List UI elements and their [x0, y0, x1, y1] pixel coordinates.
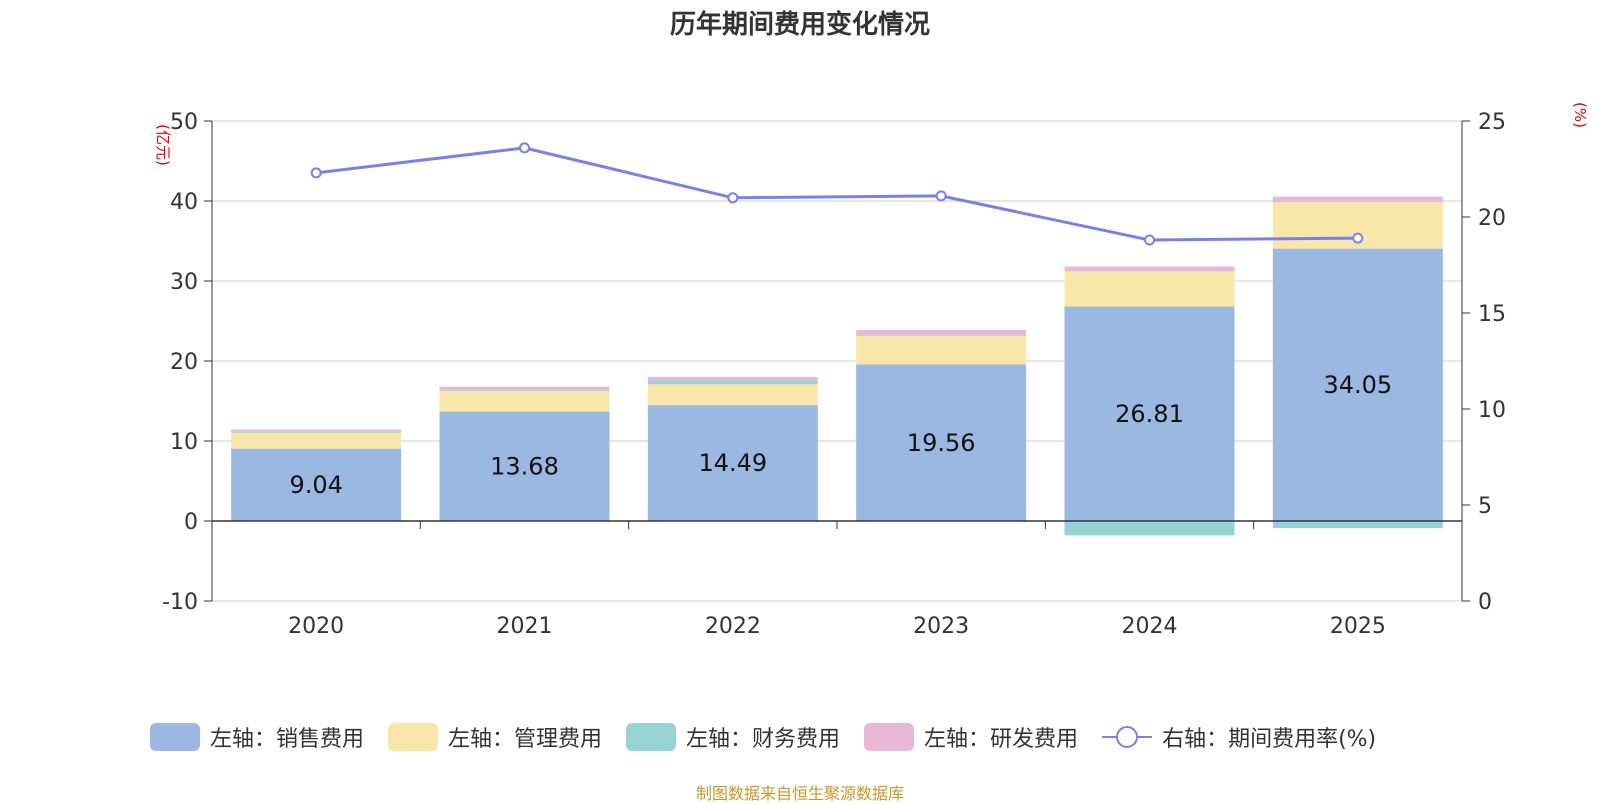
right-axis-tick-label: 5 — [1478, 494, 1492, 519]
grid-lines — [212, 120, 1462, 602]
category-label: 2025 — [1330, 614, 1386, 639]
bar-segment-1 — [231, 432, 402, 449]
right-axis-unit: (%) — [1571, 102, 1589, 128]
rate-line-series — [310, 142, 1364, 246]
bar-segment-0 — [439, 411, 610, 521]
bar-segment-0 — [231, 448, 402, 521]
legend-item-rate[interactable]: 右轴：期间费用率(%) — [1102, 721, 1376, 753]
bar-segment-3 — [439, 386, 610, 390]
bar-segment-1 — [439, 390, 610, 412]
legend-label-rate: 右轴：期间费用率(%) — [1162, 727, 1377, 752]
sales-data-label: 9.04 — [289, 471, 342, 499]
bar-segment-3 — [1064, 266, 1235, 272]
legend-label-finance: 左轴：财务费用 — [686, 727, 841, 752]
left-axis-tick-label: 50 — [170, 110, 198, 135]
bar-segment-1 — [856, 335, 1027, 365]
legend-swatch-finance — [626, 723, 677, 751]
bar-segment-3 — [856, 330, 1027, 335]
sales-data-label: 13.68 — [490, 452, 559, 480]
rate-point — [310, 167, 322, 179]
left-axis-tick-label: 0 — [184, 510, 198, 535]
sales-data-label: 34.05 — [1323, 371, 1392, 399]
bar-segment-0 — [1064, 306, 1235, 521]
bar-segment-1 — [647, 384, 818, 406]
rate-line — [315, 146, 1358, 242]
category-label: 2020 — [288, 614, 344, 639]
bar-segment-3 — [231, 429, 402, 432]
right-axis-tick-label: 20 — [1478, 206, 1506, 231]
bar-segment-1 — [1064, 271, 1235, 307]
left-axis-tick-label: 10 — [170, 430, 198, 455]
rate-point — [727, 192, 739, 204]
legend-item-sales[interactable]: 左轴：销售费用 — [150, 721, 364, 753]
bar-series — [231, 196, 1443, 536]
bar-segment-0 — [856, 364, 1027, 521]
legend-swatch-sales — [150, 723, 200, 751]
legend-label-admin: 左轴：管理费用 — [448, 727, 603, 752]
bar-segment-3 — [1272, 196, 1443, 203]
sales-data-label: 26.81 — [1115, 400, 1184, 428]
category-label: 2024 — [1122, 614, 1178, 639]
left-axis-unit: (亿元) — [154, 124, 172, 166]
data-source-note: 制图数据来自恒生聚源数据库 — [695, 784, 904, 803]
bar-segment-2 — [647, 380, 818, 385]
category-label: 2022 — [705, 614, 761, 639]
category-label: 2023 — [913, 614, 969, 639]
sales-data-label: 14.49 — [698, 449, 767, 477]
left-axis-tick-label: 20 — [170, 350, 198, 375]
rate-point — [1352, 232, 1364, 244]
bar-segment-0 — [647, 405, 818, 521]
legend-item-admin[interactable]: 左轴：管理费用 — [388, 721, 602, 753]
legend-line-marker-icon — [1102, 726, 1153, 748]
bar-segment-3 — [647, 377, 818, 381]
legend: 左轴：销售费用 左轴：管理费用 左轴：财务费用 左轴：研发费用 右轴：期间费用率… — [150, 720, 1400, 754]
left-axis-tick-label: 40 — [170, 190, 198, 215]
right-axis-tick-label: 25 — [1478, 110, 1506, 135]
bar-segment-2 — [1272, 521, 1443, 529]
bar-segment-0 — [1272, 248, 1443, 521]
bar-segment-2 — [856, 334, 1027, 336]
legend-label-sales: 左轴：销售费用 — [210, 727, 365, 752]
bar-segment-2 — [231, 431, 402, 433]
bar-segment-2 — [1064, 521, 1235, 536]
rate-point — [1144, 234, 1155, 246]
right-axis-tick-label: 15 — [1478, 302, 1506, 327]
bar-segment-2 — [439, 389, 610, 391]
legend-item-rnd[interactable]: 左轴：研发费用 — [864, 721, 1078, 753]
legend-swatch-admin — [388, 723, 439, 751]
left-axis-tick-label: -10 — [162, 590, 198, 615]
sales-data-label: 19.56 — [907, 429, 976, 457]
legend-item-finance[interactable]: 左轴：财务费用 — [626, 721, 840, 753]
legend-swatch-rnd — [864, 723, 915, 751]
left-axis-tick-label: 30 — [170, 270, 198, 295]
legend-label-rnd: 左轴：研发费用 — [924, 727, 1079, 752]
right-axis-tick-label: 0 — [1478, 590, 1492, 615]
data-labels: 9.04 13.68 14.49 19.56 26.81 34.05 — [289, 371, 1392, 499]
rate-point — [519, 142, 530, 154]
category-label: 2021 — [497, 614, 553, 639]
rate-point — [935, 190, 947, 202]
right-axis-tick-label: 10 — [1478, 398, 1506, 423]
chart-title: 历年期间费用变化情况 — [669, 10, 930, 40]
